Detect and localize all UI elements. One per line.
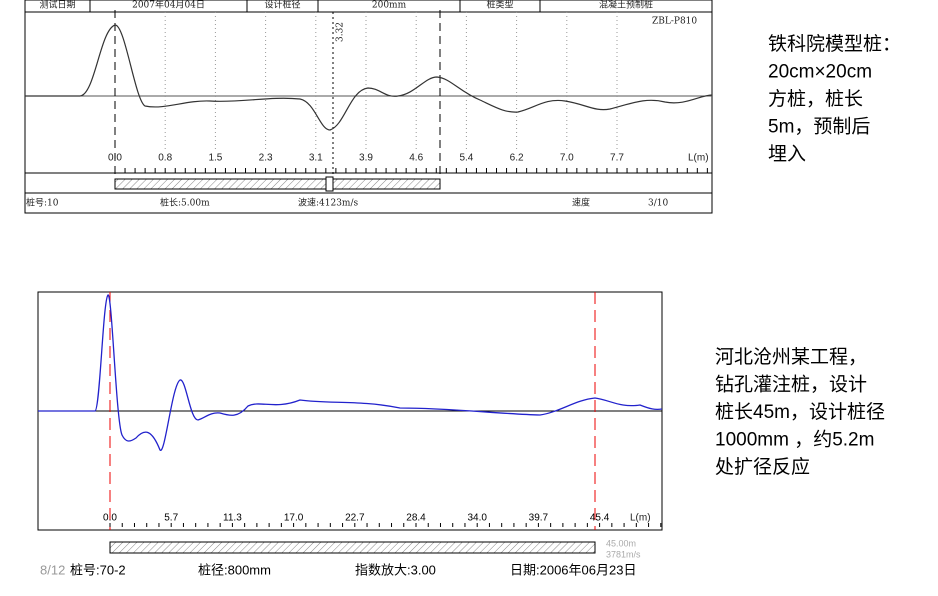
header-cell: 混凝土预制桩	[599, 0, 653, 11]
tick-label: 1.5	[208, 153, 222, 164]
header-cell: 测试日期	[39, 0, 75, 11]
marker-label: 3.32	[336, 22, 346, 42]
tick-label: 22.7	[345, 513, 365, 524]
note-line: 河北沧州某工程，	[715, 346, 867, 368]
footer: 桩号:10	[26, 197, 59, 209]
footer: 波速:4123m/s	[298, 197, 359, 209]
tick-label: 3.1	[309, 153, 323, 164]
tick-label: 11.3	[223, 513, 242, 524]
note-line: 桩长45m，设计桩径	[715, 401, 885, 423]
tick-label: 0.0	[103, 513, 117, 524]
tick-label: 0.8	[158, 153, 172, 164]
instrument: ZBL-P810	[652, 17, 697, 27]
footer: 指数放大:3.00	[355, 562, 436, 577]
bar-label: 3781m/s	[606, 549, 641, 559]
header-cell: 设计桩径	[264, 0, 300, 11]
top-panel	[24, 0, 713, 214]
note-line: 钻孔灌注桩，设计	[715, 374, 867, 396]
note-line: 20cm×20cm	[768, 62, 872, 83]
tick-label: 0.0	[108, 153, 122, 164]
header-cell: 200mm	[372, 1, 407, 11]
note-line: 铁科院模型桩：	[768, 33, 901, 55]
header-cell: 2007年04月04日	[132, 0, 205, 11]
footer: 8/12	[40, 562, 65, 577]
tick-label: 17.0	[284, 513, 304, 524]
waveform	[25, 24, 713, 131]
tick-label: 2.3	[259, 153, 273, 164]
scroll-bar	[114, 178, 441, 190]
footer: 桩径:800mm	[198, 562, 271, 577]
length-bar	[109, 541, 596, 554]
tick-label: 3.9	[359, 153, 373, 164]
header-cell: 桩类型	[486, 0, 513, 11]
tick-label: 4.6	[409, 153, 423, 164]
scroll-handle	[325, 176, 334, 192]
tick-label: 5.4	[459, 153, 473, 164]
tick-label: 34.0	[467, 513, 487, 524]
note-line: 1000mm ，约5.2m	[715, 429, 874, 451]
footer: 3/10	[648, 199, 668, 209]
tick-label: 39.7	[529, 513, 549, 524]
tick-label: 45.4	[590, 513, 610, 524]
note-line: 5m，预制后	[768, 116, 870, 138]
footer: 桩号:70-2	[70, 562, 126, 577]
waveform	[38, 294, 663, 451]
tick-label: 6.2	[510, 153, 524, 164]
unit: L(m)	[630, 513, 651, 524]
unit: L(m)	[688, 153, 709, 164]
tick-label: 7.7	[610, 153, 624, 164]
note-line: 方桩，桩长	[768, 88, 863, 110]
bar-label: 45.00m	[606, 538, 636, 548]
tick-label: 5.7	[164, 513, 178, 524]
footer: 速度	[572, 197, 590, 209]
footer: 桩长:5.00m	[160, 197, 210, 209]
note-line: 处扩径反应	[715, 456, 810, 478]
note-line: 埋入	[768, 143, 806, 165]
tick-label: 7.0	[560, 153, 574, 164]
footer: 日期:2006年06月23日	[510, 562, 636, 577]
tick-label: 28.4	[406, 513, 426, 524]
